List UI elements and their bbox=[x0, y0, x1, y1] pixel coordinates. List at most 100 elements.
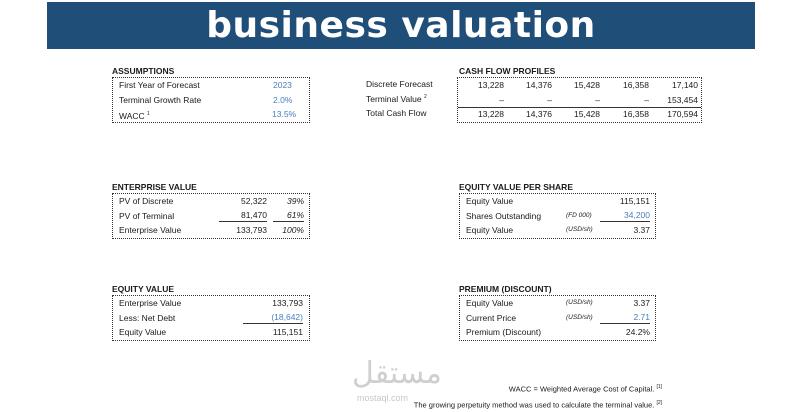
assumption-label-wrap: WACC 1 bbox=[119, 107, 150, 123]
enterprise-pct-cell: 61% bbox=[273, 209, 304, 222]
equity-value-cell: (18,642) bbox=[243, 311, 303, 324]
footnote-mark: [2] bbox=[656, 400, 662, 406]
cash-flow-cell: 13,228 bbox=[478, 109, 504, 119]
cash-flow-cell: – bbox=[595, 94, 600, 105]
footnote-text: The growing perpetuity method was used t… bbox=[413, 400, 655, 410]
cash-flow-row: 13,228 14,376 15,428 16,358 17,140 bbox=[458, 78, 701, 93]
premium-row: Premium (Discount) 24.2% bbox=[460, 325, 655, 340]
total-divider bbox=[458, 107, 701, 108]
per-share-row: Equity Value 115,151 bbox=[460, 194, 655, 209]
enterprise-label: Enterprise Value bbox=[119, 225, 182, 235]
equity-label: Enterprise Value bbox=[119, 298, 182, 308]
premium-value: 2.71 bbox=[600, 311, 650, 324]
equity-row: Enterprise Value 133,793 bbox=[113, 296, 309, 311]
premium-label: Premium (Discount) bbox=[466, 327, 542, 337]
enterprise-value-cell: 81,470 bbox=[219, 209, 267, 222]
assumptions-table: First Year of Forecast 2023 Terminal Gro… bbox=[112, 77, 310, 123]
cash-flow-cell: 153,454 bbox=[667, 94, 698, 105]
cash-flow-cell: – bbox=[499, 94, 504, 105]
cash-flow-heading: CASH FLOW PROFILES bbox=[459, 66, 556, 76]
watermark-url: mostaql.com bbox=[357, 393, 409, 403]
per-share-label: Shares Outstanding bbox=[466, 210, 542, 221]
footnote-1: WACC = Weighted Average Cost of Capital.… bbox=[509, 384, 662, 394]
equity-label: Equity Value bbox=[119, 327, 167, 337]
equity-value-cell: 115,151 bbox=[272, 327, 303, 337]
footnote-ref: 2 bbox=[423, 94, 427, 101]
cash-flow-label-wrap: Terminal Value 2 bbox=[366, 94, 427, 104]
title-banner: business valuation bbox=[47, 2, 755, 49]
equity-per-share-heading: EQUITY VALUE PER SHARE bbox=[459, 182, 573, 192]
footnote-ref: 1 bbox=[147, 111, 150, 117]
watermark-logo: مستقل bbox=[352, 356, 442, 391]
enterprise-pct-cell: 39% bbox=[286, 196, 304, 206]
premium-row: Current Price (USD/sh) 2.71 bbox=[460, 311, 655, 326]
per-share-row: Shares Outstanding (FD 000) 34,200 bbox=[460, 209, 655, 224]
enterprise-row: Enterprise Value 133,793 100% bbox=[113, 223, 309, 238]
assumption-label: WACC bbox=[119, 110, 145, 121]
equity-value-heading: EQUITY VALUE bbox=[112, 284, 175, 294]
premium-table: Equity Value (USD/sh) 3.37 Current Price… bbox=[459, 295, 656, 341]
assumption-row: WACC 1 13.5% bbox=[113, 107, 309, 122]
cash-flow-cell: 16,358 bbox=[623, 80, 649, 90]
assumption-value: 2023 bbox=[273, 80, 292, 90]
enterprise-value-heading: ENTERPRISE VALUE bbox=[112, 182, 197, 192]
equity-value-cell: 133,793 bbox=[272, 298, 303, 308]
premium-label: Current Price bbox=[466, 312, 517, 323]
footnote-text: WACC = Weighted Average Cost of Capital. bbox=[508, 384, 655, 394]
cash-flow-cell: 14,376 bbox=[526, 80, 552, 90]
per-share-value: 34,200 bbox=[600, 209, 650, 222]
enterprise-row: PV of Terminal 81,470 61% bbox=[113, 209, 309, 224]
cash-flow-cell: 17,140 bbox=[672, 80, 698, 90]
assumption-row: First Year of Forecast 2023 bbox=[113, 78, 309, 93]
cash-flow-table: 13,228 14,376 15,428 16,358 17,140 – – –… bbox=[457, 77, 702, 123]
premium-heading: PREMIUM (DISCOUNT) bbox=[459, 284, 552, 294]
per-share-label: Equity Value bbox=[466, 225, 514, 235]
cash-flow-cell: – bbox=[644, 94, 649, 105]
enterprise-value-cell: 52,322 bbox=[241, 196, 267, 206]
premium-unit: (USD/sh) bbox=[566, 299, 593, 306]
cash-flow-cell: 170,594 bbox=[667, 109, 698, 119]
assumption-label: First Year of Forecast bbox=[119, 80, 200, 90]
equity-per-share-table: Equity Value 115,151 Shares Outstanding … bbox=[459, 193, 656, 239]
enterprise-pct-cell: 100% bbox=[282, 225, 304, 235]
enterprise-value-table: PV of Discrete 52,322 39% PV of Terminal… bbox=[112, 193, 310, 239]
enterprise-label: PV of Terminal bbox=[119, 210, 175, 221]
cash-flow-cell: 16,358 bbox=[623, 109, 649, 119]
cash-flow-row: 13,228 14,376 15,428 16,358 170,594 bbox=[458, 107, 701, 122]
assumptions-heading: ASSUMPTIONS bbox=[112, 66, 175, 76]
page-title: business valuation bbox=[206, 5, 596, 46]
equity-label: Less: Net Debt bbox=[119, 312, 176, 323]
cash-flow-label: Discrete Forecast bbox=[366, 79, 433, 89]
footnote-mark: [1] bbox=[656, 384, 662, 390]
assumption-value: 13.5% bbox=[272, 109, 297, 119]
assumption-value: 2.0% bbox=[273, 94, 293, 105]
cash-flow-cell: 15,428 bbox=[574, 80, 600, 90]
cash-flow-label: Total Cash Flow bbox=[366, 108, 427, 118]
per-share-row: Equity Value (USD/sh) 3.37 bbox=[460, 223, 655, 238]
equity-value-table: Enterprise Value 133,793 Less: Net Debt … bbox=[112, 295, 310, 341]
premium-unit: (USD/sh) bbox=[566, 313, 593, 321]
cash-flow-cell: 15,428 bbox=[574, 109, 600, 119]
per-share-value: 115,151 bbox=[619, 196, 650, 206]
cash-flow-cell: 13,228 bbox=[478, 80, 504, 90]
assumption-label: Terminal Growth Rate bbox=[119, 94, 202, 105]
enterprise-row: PV of Discrete 52,322 39% bbox=[113, 194, 309, 209]
cash-flow-cell: 14,376 bbox=[526, 109, 552, 119]
cash-flow-label: Terminal Value bbox=[366, 94, 422, 104]
per-share-unit: (USD/sh) bbox=[566, 226, 593, 233]
equity-row: Less: Net Debt (18,642) bbox=[113, 311, 309, 326]
assumption-row: Terminal Growth Rate 2.0% bbox=[113, 93, 309, 108]
footnote-2: The growing perpetuity method was used t… bbox=[414, 400, 662, 410]
enterprise-label: PV of Discrete bbox=[119, 196, 174, 206]
per-share-unit: (FD 000) bbox=[566, 211, 592, 219]
premium-row: Equity Value (USD/sh) 3.37 bbox=[460, 296, 655, 311]
cash-flow-row: – – – – 153,454 bbox=[458, 93, 701, 108]
equity-row: Equity Value 115,151 bbox=[113, 325, 309, 340]
premium-label: Equity Value bbox=[466, 298, 514, 308]
cash-flow-cell: – bbox=[547, 94, 552, 105]
per-share-value: 3.37 bbox=[633, 225, 650, 235]
premium-value: 3.37 bbox=[633, 298, 650, 308]
premium-value: 24.2% bbox=[625, 327, 650, 337]
enterprise-value-cell: 133,793 bbox=[236, 225, 267, 235]
per-share-label: Equity Value bbox=[466, 196, 514, 206]
